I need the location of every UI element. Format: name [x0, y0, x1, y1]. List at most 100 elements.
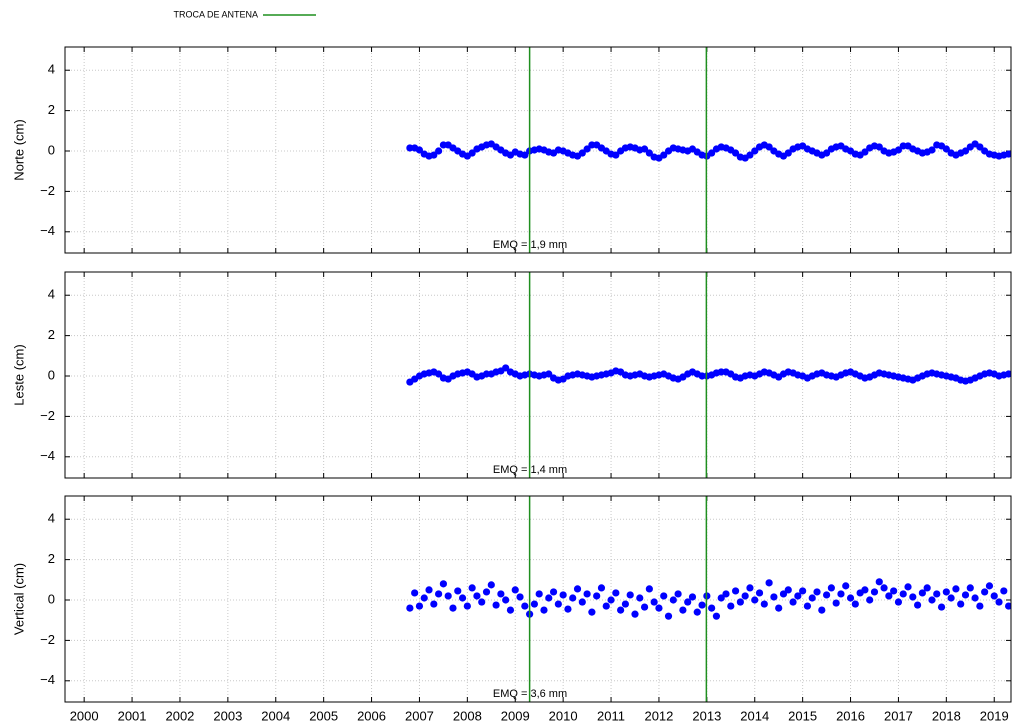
- point: [593, 592, 601, 600]
- point: [473, 592, 481, 600]
- point: [435, 147, 443, 155]
- y-tick-label: −4: [40, 672, 55, 687]
- x-tick-label: 2003: [213, 708, 242, 723]
- point: [468, 584, 476, 592]
- plot-frame: [64, 495, 1012, 703]
- point: [420, 594, 428, 602]
- point: [794, 592, 802, 600]
- points: [406, 364, 1011, 386]
- point: [487, 581, 495, 589]
- x-tick-label: 2001: [118, 708, 147, 723]
- y-tick-label: 4: [48, 511, 55, 526]
- point: [597, 584, 606, 592]
- point: [708, 149, 716, 157]
- point: [784, 149, 792, 157]
- point: [631, 610, 639, 618]
- point: [664, 612, 673, 620]
- point: [449, 604, 457, 612]
- point: [645, 149, 653, 157]
- point: [617, 606, 625, 614]
- point: [746, 584, 754, 592]
- point: [890, 587, 898, 595]
- point: [415, 602, 424, 610]
- point: [727, 602, 735, 610]
- point: [435, 590, 443, 598]
- point: [731, 587, 740, 595]
- point: [894, 598, 903, 606]
- x-tick-label: 2013: [692, 708, 721, 723]
- y-axis-label: Leste (cm): [11, 344, 26, 405]
- point: [516, 593, 524, 601]
- point: [937, 603, 946, 611]
- point: [942, 145, 950, 153]
- point: [430, 151, 438, 159]
- point: [425, 586, 433, 594]
- point: [861, 148, 869, 156]
- point: [1005, 602, 1011, 610]
- x-tick-label: 2000: [70, 708, 99, 723]
- point: [708, 604, 716, 612]
- point: [545, 594, 553, 602]
- point: [746, 151, 754, 159]
- point: [976, 602, 984, 610]
- point: [885, 592, 893, 600]
- point: [875, 143, 883, 151]
- point: [640, 603, 649, 611]
- x-tick-label: 2004: [261, 708, 290, 723]
- point: [454, 587, 462, 595]
- point: [770, 593, 778, 601]
- y-tick-label: 0: [48, 367, 55, 382]
- point: [928, 146, 936, 154]
- point: [573, 585, 582, 593]
- points: [406, 578, 1011, 620]
- point: [760, 600, 768, 608]
- point: [875, 578, 883, 586]
- point: [775, 604, 783, 612]
- annotation: EMQ = 1,4 mm: [493, 464, 567, 476]
- y-axis-label: Vertical (cm): [11, 563, 26, 635]
- point: [430, 600, 438, 608]
- point: [415, 146, 424, 154]
- point: [822, 591, 831, 599]
- x-tick-label: 2014: [740, 708, 769, 723]
- point: [463, 602, 471, 610]
- point: [621, 600, 630, 608]
- x-tick-label: 2011: [597, 708, 625, 723]
- point: [679, 606, 687, 614]
- point: [837, 590, 845, 598]
- point: [549, 588, 558, 596]
- point: [765, 579, 773, 587]
- y-tick-label: 2: [48, 102, 55, 117]
- point: [981, 588, 989, 596]
- point: [966, 584, 974, 592]
- point: [822, 149, 831, 157]
- point: [521, 602, 529, 610]
- point: [688, 593, 697, 601]
- point: [612, 589, 620, 597]
- y-tick-label: 2: [48, 327, 55, 342]
- point: [842, 582, 850, 590]
- x-tick-label: 2008: [453, 708, 482, 723]
- point: [578, 149, 586, 157]
- y-tick-label: 0: [48, 591, 55, 606]
- point: [1005, 150, 1011, 158]
- point: [813, 588, 821, 596]
- point: [502, 364, 510, 372]
- annotation: EMQ = 1,9 mm: [493, 239, 567, 251]
- point: [976, 143, 984, 151]
- point: [439, 580, 447, 588]
- point: [904, 583, 912, 591]
- point: [971, 594, 979, 602]
- point: [497, 590, 505, 598]
- x-tick-label: 2015: [788, 708, 817, 723]
- point: [712, 612, 721, 620]
- x-tick-label: 2018: [932, 708, 961, 723]
- point: [684, 598, 692, 606]
- point: [521, 151, 529, 159]
- point: [990, 592, 998, 600]
- y-axis-label: Norte (cm): [11, 119, 26, 180]
- panel: 2000 2001 2002 2003 2004 2005 2006 2007 2008 2009…: [11, 495, 1012, 723]
- point: [861, 586, 869, 594]
- point: [506, 606, 515, 614]
